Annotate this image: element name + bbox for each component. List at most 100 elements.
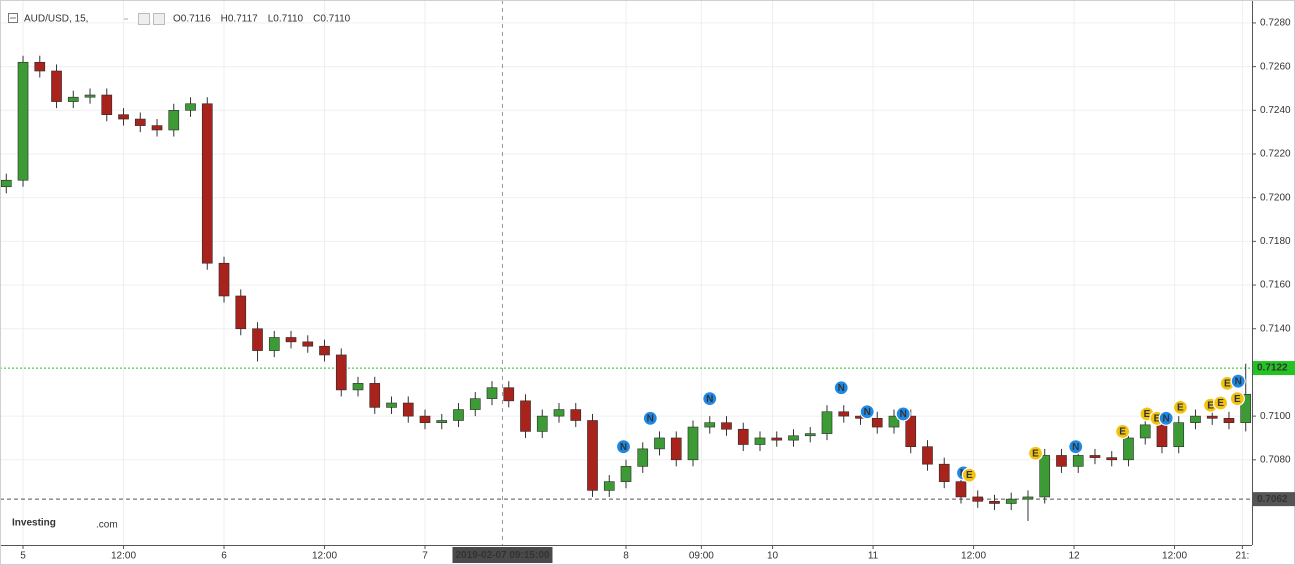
event-marker <box>961 467 977 483</box>
ohlc-value: 0.7116 <box>181 14 211 25</box>
candle-body <box>788 435 799 441</box>
candle-body <box>486 387 498 399</box>
candle-body <box>168 110 180 131</box>
ohlc-value: 0.7117 <box>228 14 258 25</box>
candle-body <box>536 415 548 432</box>
candle-body <box>1240 393 1252 423</box>
candle-body <box>218 262 230 297</box>
candle-body <box>1123 437 1134 461</box>
candle-body <box>1190 415 1201 423</box>
candle-body <box>603 481 615 491</box>
candle-body <box>922 446 933 465</box>
candle-body <box>1089 455 1101 458</box>
candle-body <box>268 337 280 351</box>
collapse-icon[interactable] <box>8 13 18 23</box>
candle-body <box>570 409 582 421</box>
candle-body <box>185 103 196 111</box>
ohlc-label: C <box>313 14 320 25</box>
settings-icon[interactable] <box>138 13 150 25</box>
event-label: N <box>864 407 871 418</box>
event-marker <box>1068 439 1084 455</box>
candle-body <box>1005 498 1017 504</box>
x-tick-label: 8 <box>623 551 629 562</box>
event-label: N <box>1072 442 1079 453</box>
candle-body <box>821 411 833 434</box>
candle-body <box>704 422 716 428</box>
candle-body <box>419 415 431 423</box>
x-tick-label: 21: <box>1235 551 1249 562</box>
candle-body <box>1072 455 1084 467</box>
candle-body <box>771 437 783 441</box>
event-marker <box>859 404 875 420</box>
candle-body <box>637 448 649 467</box>
candle-body <box>118 114 129 120</box>
low-line-tag-label: 0.7062 <box>1257 494 1288 505</box>
y-tick-label: 0.7080 <box>1260 454 1291 465</box>
event-label: E <box>1217 398 1224 409</box>
event-label: E <box>966 470 973 481</box>
event-label: N <box>647 413 654 424</box>
ohlc-label: O <box>173 14 181 25</box>
candle-body <box>17 61 29 181</box>
candle-body <box>0 179 12 188</box>
last-price-tag <box>1253 361 1295 376</box>
candle-body <box>34 61 46 72</box>
event-label: E <box>1224 378 1231 389</box>
candle-body <box>1022 496 1034 500</box>
event-label: E <box>1177 403 1184 414</box>
crosshair-label: 2019-02-07 09:15:00 <box>455 550 549 561</box>
candle-body <box>51 70 62 102</box>
event-marker <box>1212 395 1229 411</box>
ohlc-value: 0.7110 <box>320 14 350 25</box>
event-label: N <box>1235 376 1242 387</box>
x-tick-label: 12:00 <box>961 551 986 562</box>
candle-body <box>503 387 515 402</box>
candle-body <box>687 426 699 461</box>
visibility-icon[interactable] <box>153 13 165 25</box>
y-tick-label: 0.7220 <box>1260 149 1291 160</box>
last-price-tag-label: 0.7122 <box>1257 363 1288 374</box>
x-tick-label: 12:00 <box>111 551 136 562</box>
y-tick-label: 0.7180 <box>1260 236 1291 247</box>
ohlc-label: L <box>268 14 274 25</box>
y-tick-label: 0.7280 <box>1260 18 1291 29</box>
x-tick-label: 7 <box>422 551 428 562</box>
watermark: Investing .com <box>12 518 118 531</box>
candle-body <box>654 437 665 450</box>
event-label: N <box>900 409 907 420</box>
x-tick-label: 12:00 <box>312 551 337 562</box>
x-tick-label: 09:00 <box>689 551 714 562</box>
x-tick-label: 12:00 <box>1162 551 1187 562</box>
event-label: E <box>1154 413 1161 424</box>
ohlc-label: H <box>221 14 228 25</box>
event-label: N <box>838 383 845 394</box>
event-marker <box>1115 423 1131 440</box>
event-label: E <box>1032 448 1039 459</box>
candle-body <box>469 398 481 410</box>
candle-body <box>67 96 79 102</box>
candle-body <box>134 118 146 126</box>
candle-body <box>319 345 330 356</box>
event-marker <box>642 410 658 426</box>
candle-body <box>1039 455 1051 498</box>
candle-body <box>520 400 531 432</box>
candle-body <box>553 409 565 417</box>
symbol: AUD/USD, 15, <box>24 14 88 25</box>
event-marker <box>895 406 911 422</box>
y-tick-label: 0.7140 <box>1260 323 1291 334</box>
candle-body <box>838 411 850 417</box>
candle-body <box>989 501 1000 504</box>
event-marker <box>615 439 632 455</box>
candle-body <box>888 415 900 428</box>
candles <box>0 55 1252 521</box>
candle-body <box>905 415 917 448</box>
event-label: E <box>1119 427 1126 438</box>
event-label: E <box>1207 400 1214 411</box>
event-marker <box>1229 391 1245 407</box>
event-marker <box>1158 410 1174 426</box>
candle-body <box>101 94 113 115</box>
candle-body <box>252 328 263 351</box>
y-tick-label: 0.7240 <box>1260 105 1291 116</box>
